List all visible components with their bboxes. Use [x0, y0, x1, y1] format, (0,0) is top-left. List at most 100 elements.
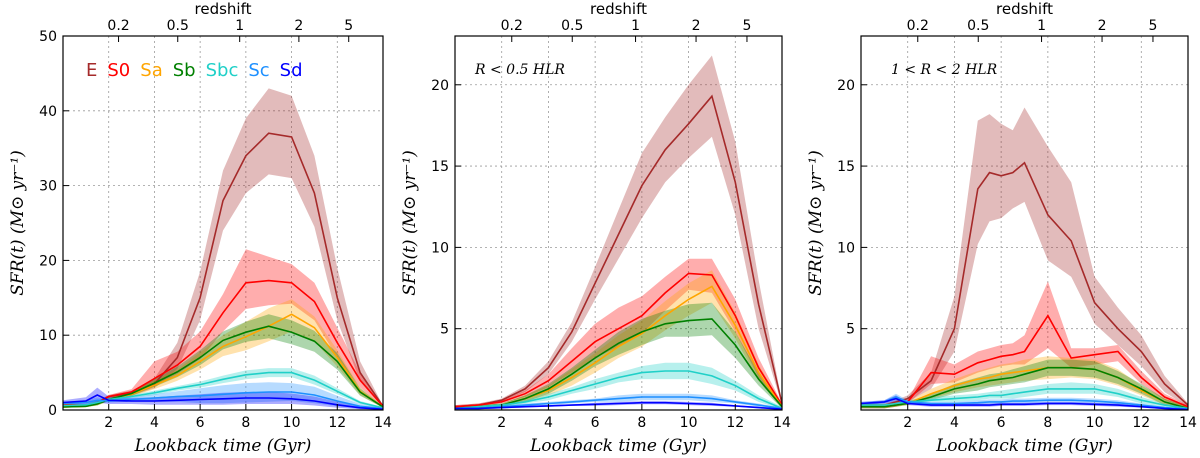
- line-sd: [455, 401, 783, 410]
- line-sb: [861, 366, 1189, 410]
- x-tick-label: 12: [328, 415, 346, 431]
- y-tick-label: 50: [39, 29, 57, 45]
- x-axis-title: Lookback time (Gyr): [134, 436, 312, 456]
- region-annotation: R < 0.5 HLR: [474, 62, 565, 78]
- y-tick-label: 10: [837, 240, 855, 256]
- y-tick-label: 20: [837, 78, 855, 94]
- x-tick-label: 10: [1086, 415, 1104, 431]
- legend-item-sbc: Sbc: [206, 60, 239, 81]
- y-tick-label: 0: [48, 403, 57, 419]
- band-sbc: [455, 362, 782, 410]
- x-tick-label: 14: [374, 415, 392, 431]
- top-tick-label: 0.5: [967, 18, 989, 34]
- band-sc: [63, 382, 383, 410]
- x-tick-label: 8: [1043, 415, 1052, 431]
- band-sb: [455, 302, 782, 410]
- top-tick-label: 1: [1037, 18, 1046, 34]
- legend: E S0 Sa Sb Sbc Sc Sd: [86, 60, 303, 81]
- legend-item-sd: Sd: [280, 60, 303, 81]
- top-tick-label: 0.5: [167, 18, 189, 34]
- x-tick-label: 4: [544, 415, 553, 431]
- legend-item-sb: Sb: [173, 60, 196, 81]
- line-sc: [860, 396, 1189, 410]
- line-sb: [454, 318, 783, 410]
- x-tick-label: 8: [637, 415, 646, 431]
- top-tick-label: 2: [294, 18, 303, 34]
- top-tick-label: 5: [743, 18, 752, 34]
- region-annotation: 1 < R < 2 HLR: [891, 62, 998, 78]
- x-tick-label: 6: [591, 415, 600, 431]
- plot-frame: [860, 35, 1189, 411]
- band-sa: [861, 356, 1188, 410]
- x-axis-title: Lookback time (Gyr): [529, 436, 707, 456]
- x-tick-label: 6: [997, 415, 1006, 431]
- legend-item-e: E: [86, 60, 97, 81]
- legend-item-sa: Sa: [140, 60, 162, 81]
- top-tick-label: 5: [344, 18, 353, 34]
- band-sa: [63, 299, 383, 408]
- band-s0: [861, 281, 1188, 409]
- top-tick-label: 0.5: [561, 18, 583, 34]
- legend-item-s0: S0: [107, 60, 130, 81]
- y-tick-label: 40: [39, 104, 57, 120]
- x-tick-label: 6: [196, 415, 205, 431]
- x-tick-label: 10: [680, 415, 698, 431]
- top-tick-label: 1: [235, 18, 244, 34]
- plot-frame: [454, 35, 783, 411]
- y-tick-label: 10: [431, 240, 449, 256]
- top-tick-label: 2: [692, 18, 701, 34]
- band-sd: [861, 395, 1188, 410]
- top-tick-label: 1: [631, 18, 640, 34]
- y-tick-label: 30: [39, 179, 57, 195]
- x-tick-label: 2: [903, 415, 912, 431]
- x-tick-label: 2: [497, 415, 506, 431]
- band-sbc: [861, 382, 1188, 410]
- line-e: [861, 161, 1189, 406]
- y-tick-label: 20: [39, 253, 57, 269]
- top-tick-label: 0.2: [907, 18, 929, 34]
- band-s0: [455, 258, 782, 409]
- y-axis-title: SFR(t) (M⊙ yr⁻¹): [400, 150, 420, 296]
- y-tick-label: 5: [440, 322, 449, 338]
- x-tick-label: 12: [726, 415, 744, 431]
- x-tick-label: 8: [241, 415, 250, 431]
- band-e: [861, 107, 1188, 407]
- band-sbc: [63, 368, 383, 409]
- y-tick-label: 5: [846, 322, 855, 338]
- legend-item-sc: Sc: [248, 60, 269, 81]
- band-sa: [455, 270, 782, 410]
- y-axis-title: SFR(t) (M⊙ yr⁻¹): [806, 150, 826, 296]
- plot-frame: [62, 35, 384, 411]
- y-axis-title: SFR(t) (M⊙ yr⁻¹): [8, 150, 28, 296]
- y-tick-label: 15: [837, 159, 855, 175]
- band-e: [455, 55, 782, 409]
- x-tick-label: 4: [150, 415, 159, 431]
- y-tick-label: 15: [431, 159, 449, 175]
- top-axis-title: redshift: [996, 0, 1053, 18]
- line-sbc: [454, 370, 783, 410]
- line-sc: [62, 391, 384, 410]
- top-axis-title: redshift: [195, 0, 252, 18]
- x-tick-label: 4: [950, 415, 959, 431]
- line-sc: [455, 396, 783, 410]
- x-axis-title: Lookback time (Gyr): [935, 436, 1113, 456]
- band-s0: [63, 249, 383, 407]
- line-e: [454, 94, 783, 408]
- x-tick-label: 2: [104, 415, 113, 431]
- top-tick-label: 5: [1149, 18, 1158, 34]
- band-sb: [861, 359, 1188, 410]
- band-sb: [63, 314, 383, 408]
- x-tick-label: 10: [283, 415, 301, 431]
- x-tick-label: 12: [1132, 415, 1150, 431]
- line-sd: [62, 394, 384, 411]
- line-s0: [454, 272, 783, 408]
- top-tick-label: 2: [1098, 18, 1107, 34]
- top-axis-title: redshift: [590, 0, 647, 18]
- top-tick-label: 0.2: [501, 18, 523, 34]
- y-tick-label: 20: [431, 78, 449, 94]
- y-tick-label: 10: [39, 328, 57, 344]
- line-sd: [860, 397, 1189, 411]
